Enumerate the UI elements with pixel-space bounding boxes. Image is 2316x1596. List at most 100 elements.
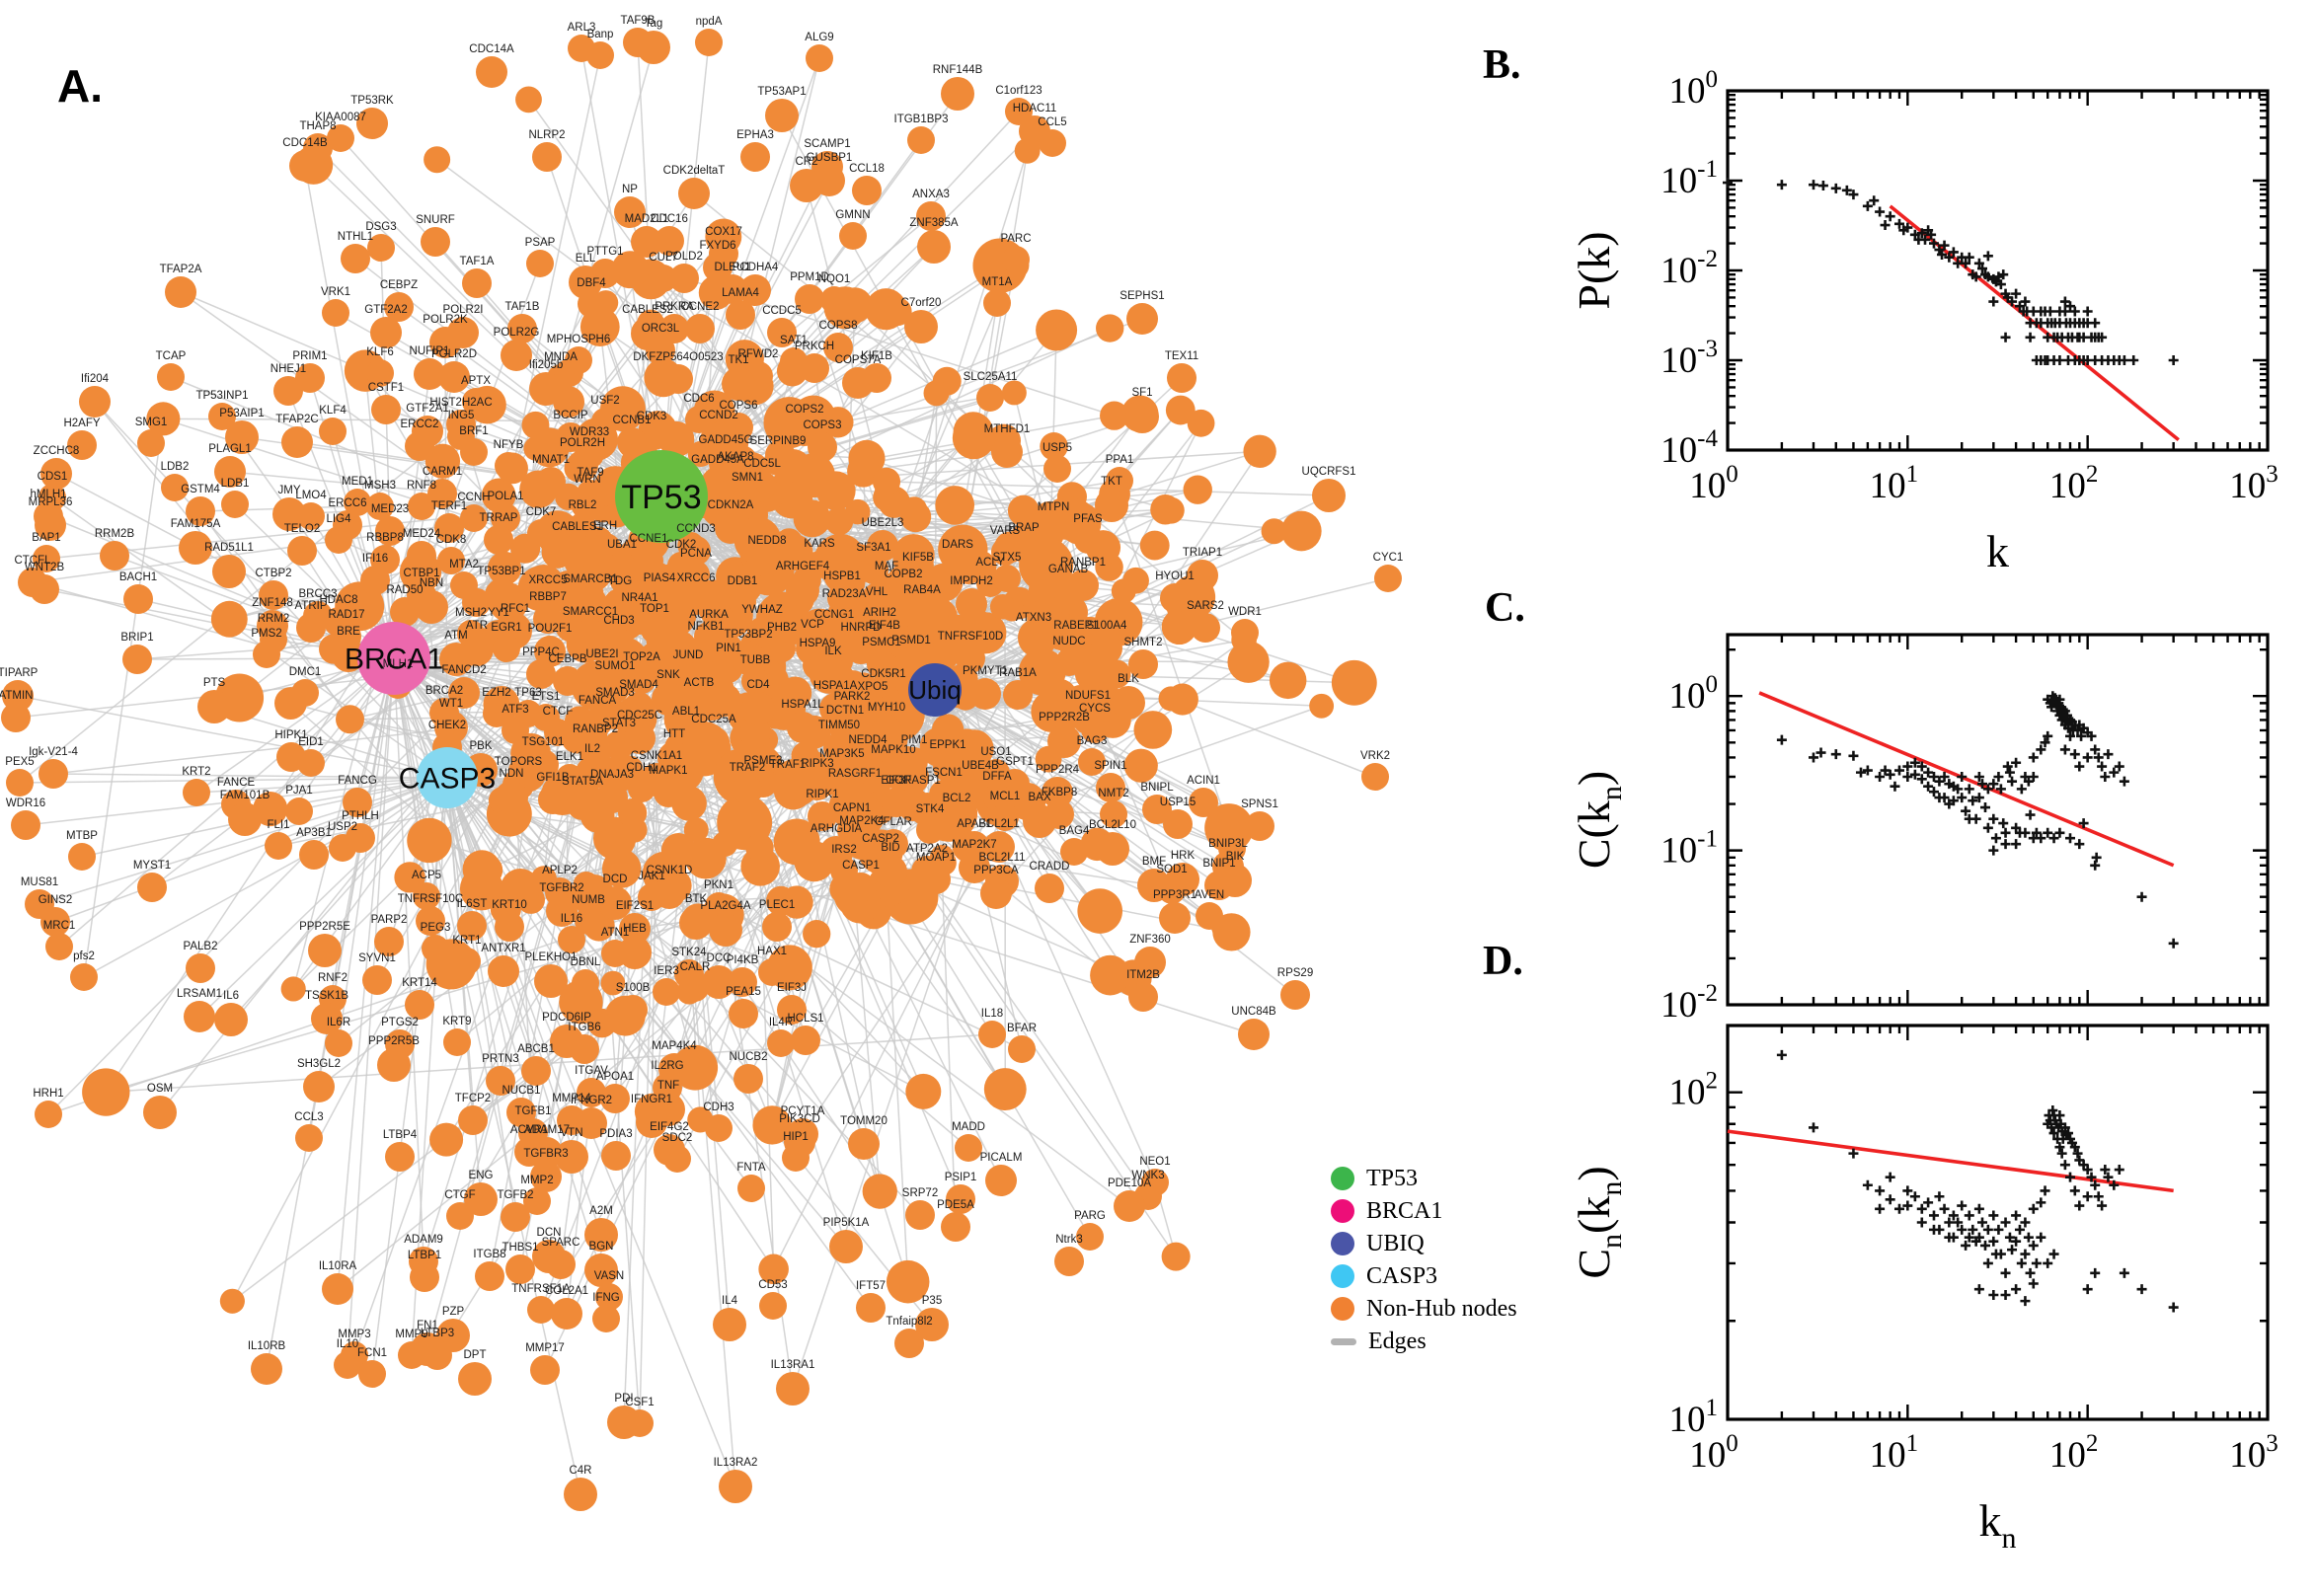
network-node[interactable] [325, 1029, 352, 1057]
network-node[interactable] [530, 1355, 560, 1385]
network-node[interactable] [1162, 1243, 1191, 1271]
network-node[interactable] [1002, 246, 1030, 273]
network-node[interactable] [1231, 619, 1259, 646]
network-node[interactable] [1114, 1190, 1145, 1222]
network-node[interactable] [211, 601, 248, 638]
network-node[interactable] [1270, 662, 1307, 700]
network-node[interactable] [453, 948, 481, 975]
network-node[interactable] [980, 877, 1012, 909]
network-node[interactable] [1133, 711, 1172, 749]
network-node[interactable] [634, 546, 663, 575]
network-node[interactable] [983, 289, 1011, 317]
network-node[interactable] [122, 645, 152, 674]
network-node[interactable] [495, 781, 528, 814]
network-node[interactable] [921, 865, 951, 894]
network-node[interactable] [488, 955, 519, 987]
network-node[interactable] [765, 99, 799, 132]
network-node[interactable] [405, 431, 434, 461]
network-node[interactable] [698, 726, 730, 758]
network-node[interactable] [501, 340, 532, 371]
network-node[interactable] [726, 300, 755, 330]
network-node[interactable] [443, 1028, 471, 1056]
network-node[interactable] [137, 429, 165, 457]
network-node[interactable] [1055, 648, 1083, 676]
network-node[interactable] [790, 169, 823, 202]
network-node[interactable] [1126, 303, 1158, 335]
network-node[interactable] [143, 1096, 177, 1129]
network-node[interactable] [45, 933, 73, 960]
network-node[interactable] [1227, 642, 1269, 683]
network-node[interactable] [626, 1409, 654, 1437]
network-node[interactable] [484, 525, 513, 555]
network-node[interactable] [1, 703, 31, 732]
network-node[interactable] [370, 317, 402, 348]
network-node[interactable] [197, 690, 231, 723]
network-node[interactable] [30, 574, 59, 604]
network-node[interactable] [905, 1200, 935, 1230]
network-node[interactable] [1090, 955, 1130, 996]
network-node[interactable] [985, 1165, 1017, 1196]
network-node[interactable] [1163, 809, 1193, 839]
network-node[interactable] [1054, 1247, 1084, 1276]
network-node[interactable] [39, 759, 68, 789]
network-node[interactable] [956, 588, 987, 620]
network-node[interactable] [458, 1362, 492, 1396]
network-node[interactable] [1280, 980, 1310, 1010]
network-node[interactable] [984, 1068, 1027, 1110]
network-node[interactable] [787, 712, 818, 743]
network-node[interactable] [578, 290, 605, 318]
network-node[interactable] [806, 44, 833, 72]
network-node[interactable] [322, 1273, 353, 1305]
network-node[interactable] [1077, 888, 1122, 934]
network-node[interactable] [68, 843, 96, 871]
network-node[interactable] [35, 1101, 62, 1128]
network-node[interactable] [808, 432, 837, 462]
network-node[interactable] [1159, 902, 1191, 934]
network-node[interactable] [935, 486, 974, 525]
network-node[interactable] [295, 1124, 323, 1152]
network-node[interactable] [574, 619, 607, 652]
network-node[interactable] [1332, 660, 1377, 706]
network-node[interactable] [941, 77, 974, 111]
network-node[interactable] [820, 286, 848, 314]
network-node[interactable] [532, 142, 562, 172]
network-node[interactable] [165, 276, 196, 308]
network-node[interactable] [319, 418, 347, 445]
network-node[interactable] [79, 386, 111, 418]
network-node[interactable] [424, 146, 450, 173]
network-node[interactable] [617, 427, 647, 457]
network-node[interactable] [839, 222, 867, 250]
network-node[interactable] [1184, 475, 1212, 503]
network-node[interactable] [1140, 531, 1170, 561]
network-node[interactable] [6, 769, 34, 797]
network-node[interactable] [70, 963, 98, 991]
network-node[interactable] [1361, 763, 1389, 791]
network-node[interactable] [1188, 410, 1215, 437]
network-node[interactable] [273, 376, 303, 406]
network-node[interactable] [993, 565, 1021, 592]
network-node[interactable] [1043, 455, 1071, 483]
network-node[interactable] [684, 817, 709, 842]
network-node[interactable] [336, 705, 364, 733]
network-node[interactable] [1160, 583, 1190, 613]
network-node[interactable] [358, 1360, 386, 1388]
network-node[interactable] [475, 1261, 504, 1291]
network-node[interactable] [551, 1298, 582, 1330]
network-node[interactable] [1100, 402, 1128, 430]
network-node[interactable] [407, 818, 451, 863]
network-node[interactable] [848, 1128, 880, 1160]
network-node[interactable] [564, 1478, 597, 1511]
network-node[interactable] [1036, 309, 1077, 350]
network-node[interactable] [800, 353, 829, 383]
network-node[interactable] [900, 501, 931, 532]
network-node[interactable] [917, 230, 951, 264]
network-node[interactable] [329, 834, 356, 862]
network-node[interactable] [719, 1470, 752, 1503]
network-node[interactable] [362, 965, 392, 995]
network-node[interactable] [495, 452, 522, 480]
network-node[interactable] [653, 978, 680, 1006]
network-node[interactable] [618, 936, 652, 969]
network-node[interactable] [976, 384, 1004, 412]
network-node[interactable] [371, 395, 401, 424]
network-node[interactable] [904, 310, 938, 343]
